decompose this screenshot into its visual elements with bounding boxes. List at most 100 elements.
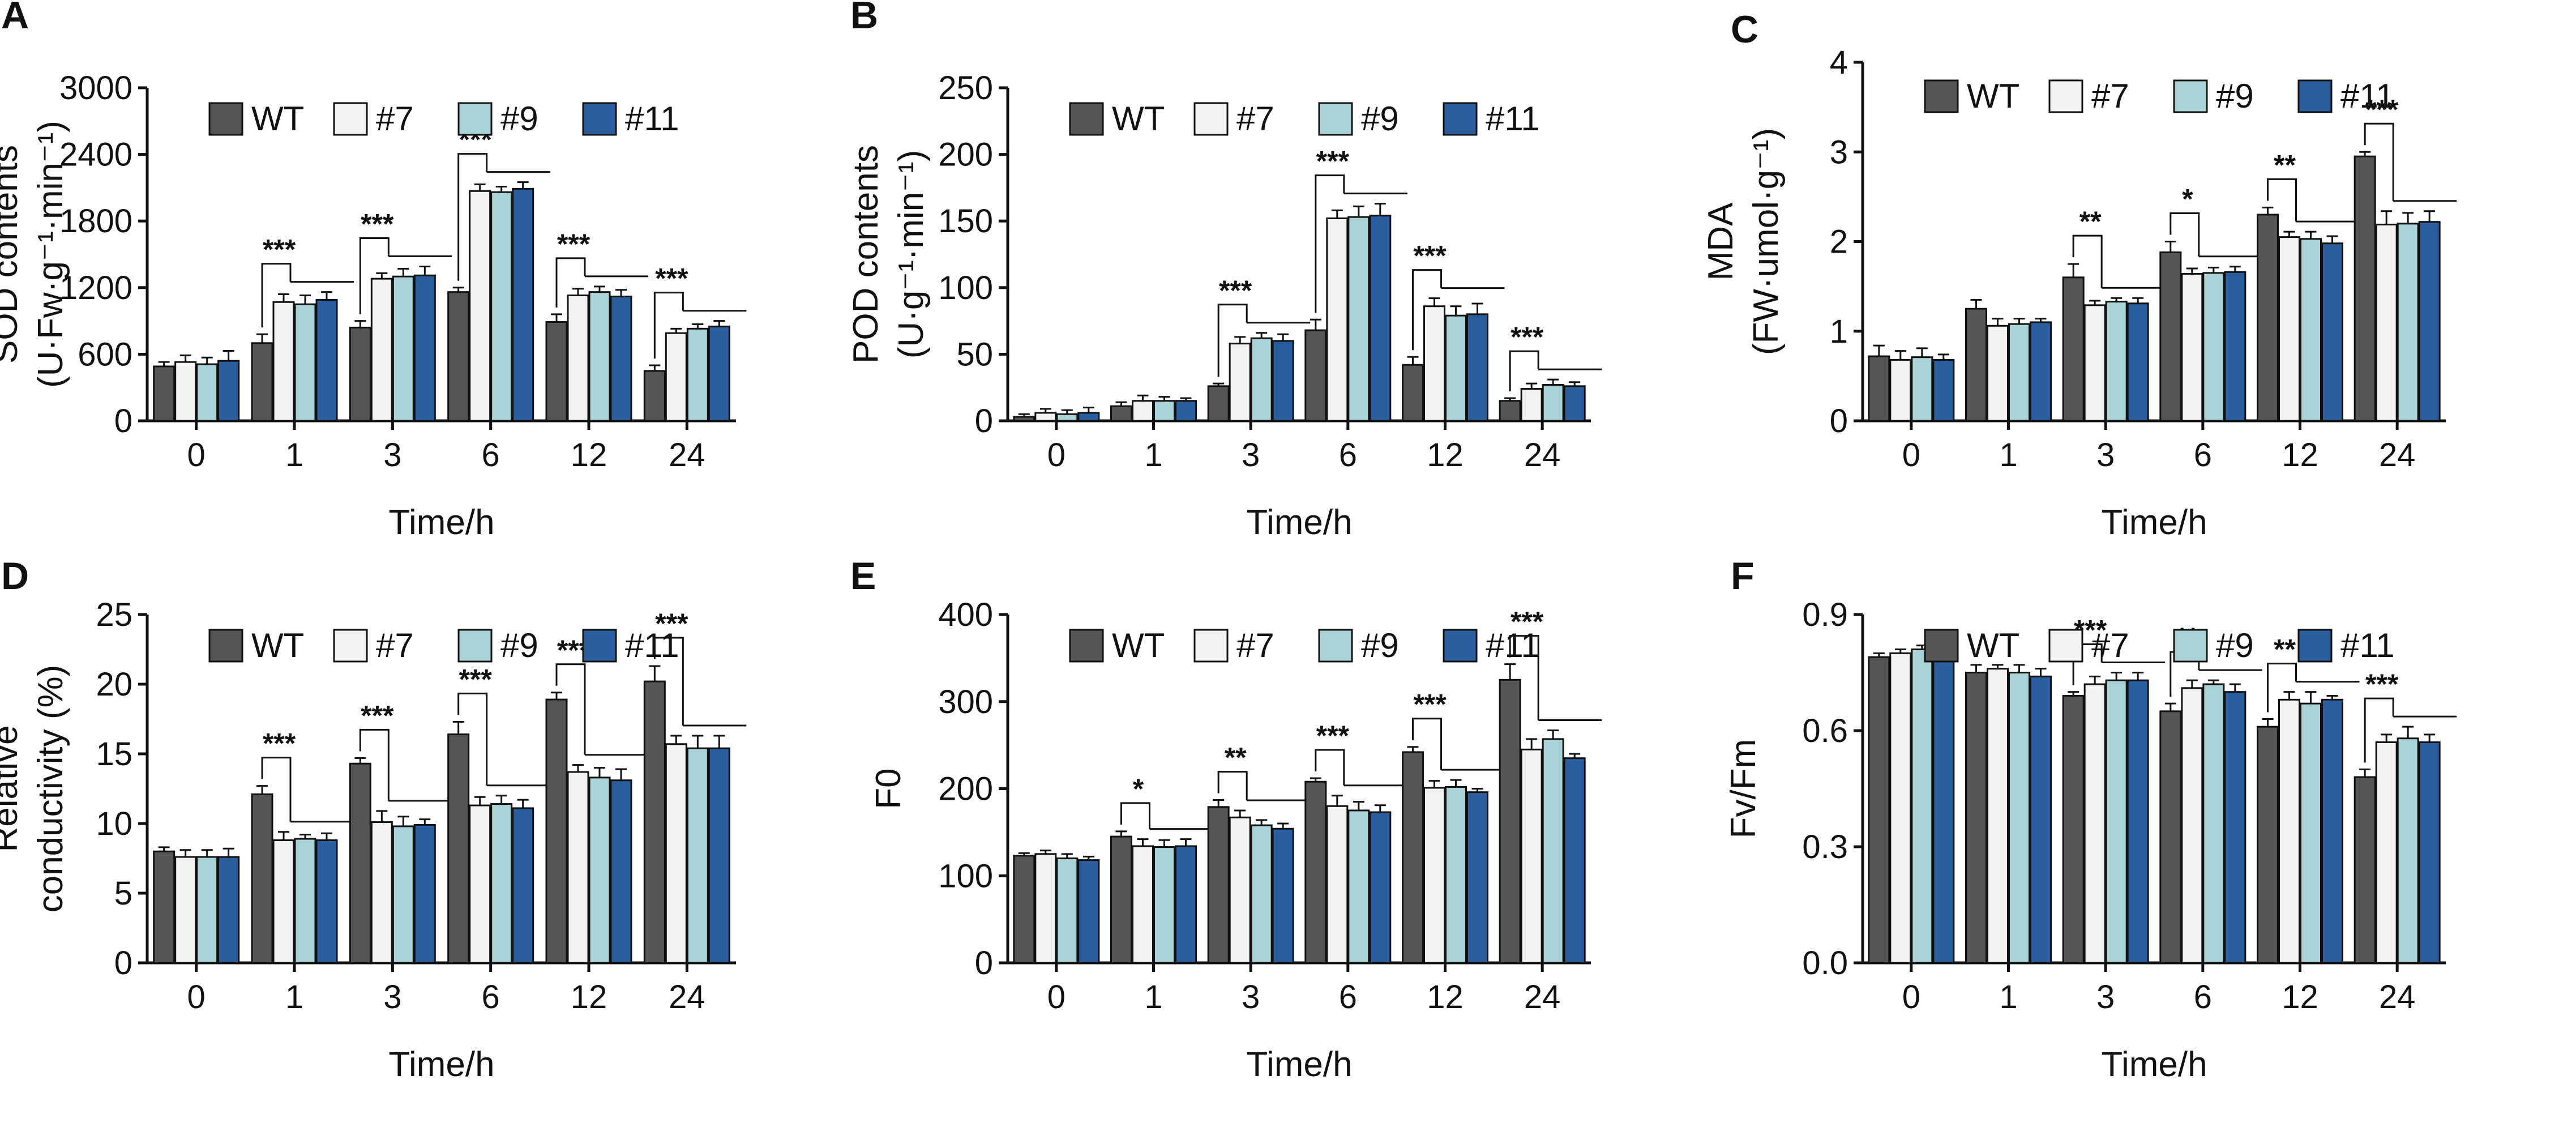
significance-label: **: [2274, 634, 2296, 665]
y-axis-title: (FW·umol·g⁻¹): [1747, 128, 1786, 355]
bar-line11-12h: [1466, 313, 1488, 422]
significance-bracket: [2072, 234, 2103, 288]
x-axis-title: Time/h: [1246, 503, 1352, 542]
bar-WT-3h: [2062, 695, 2085, 964]
y-tick-label: 1800: [59, 203, 132, 240]
bar-line9-12h: [588, 777, 611, 964]
bar-line9-3h: [392, 275, 414, 422]
legend-label: #11: [2340, 626, 2395, 664]
bar-line7-12h: [567, 295, 589, 422]
bar-WT-6h: [2159, 251, 2182, 422]
legend-label: WT: [1967, 77, 2019, 115]
legend-swatch-line9: [457, 102, 493, 136]
y-axis-title: POD contents: [846, 145, 885, 364]
bar-line7-6h: [2181, 272, 2203, 422]
bar-line11-24h: [2418, 221, 2441, 422]
bar-WT-3h: [1207, 806, 1230, 964]
significance-label: ***: [1316, 146, 1350, 177]
bar-line11-3h: [2126, 302, 2149, 422]
bar-line9-1h: [1153, 400, 1175, 422]
bar-line7-3h: [370, 278, 393, 422]
x-tick-label: 1: [285, 437, 303, 473]
panel-letter: E: [850, 554, 876, 598]
bar-line7-24h: [2375, 741, 2398, 964]
significance-label: ***: [361, 208, 394, 240]
legend-label: #7: [2091, 77, 2129, 115]
bar-WT-3h: [349, 762, 371, 964]
bar-line9-12h: [1445, 314, 1467, 422]
legend-swatch-WT: [1924, 629, 1959, 663]
bar-line11-12h: [1466, 791, 1488, 964]
y-tick-label: 150: [938, 203, 993, 240]
bar-line9-3h: [392, 825, 414, 964]
panel-letter: F: [1731, 554, 1755, 598]
x-tick-label: 0: [1047, 979, 1066, 1016]
bar-line11-0h: [1932, 359, 1955, 422]
panel-f: F0.00.30.60.9Fv/Fm013***6**12**24***Time…: [1724, 554, 2457, 1084]
legend-swatch-line9: [1318, 629, 1353, 663]
legend-swatch-line7: [2048, 79, 2083, 113]
bar-line9-12h: [2300, 702, 2322, 964]
x-tick-label: 0: [187, 437, 206, 473]
bar-line7-0h: [1034, 853, 1057, 964]
bar-WT-12h: [545, 698, 568, 964]
significance-bracket: [359, 237, 390, 314]
bar-WT-12h: [1402, 751, 1424, 964]
x-tick-label: 3: [1242, 979, 1260, 1016]
significance-bracket: [1412, 718, 1442, 770]
significance-label: ***: [1316, 720, 1350, 752]
bar-WT-3h: [2062, 276, 2085, 422]
significance-bracket: [2267, 663, 2297, 713]
legend-swatch-line7: [1193, 102, 1229, 136]
x-tick-label: 3: [383, 437, 401, 473]
bar-line7-6h: [1326, 805, 1349, 964]
bar-line11-24h: [708, 325, 730, 422]
y-tick-label: 1: [1830, 313, 1848, 350]
x-tick-label: 6: [2194, 979, 2212, 1016]
x-tick-label: 24: [1524, 979, 1561, 1016]
legend-label: WT: [251, 626, 304, 664]
significance-bracket: [1120, 802, 1150, 829]
bar-line7-3h: [1229, 343, 1251, 422]
significance-bracket: [1412, 269, 1442, 351]
significance-bracket: [1217, 770, 1248, 800]
legend-label: #11: [1486, 626, 1540, 664]
y-tick-label: 100: [938, 270, 993, 306]
bar-line11-1h: [1175, 400, 1197, 422]
bar-line11-12h: [2321, 698, 2343, 964]
bar-line11-12h: [2321, 242, 2343, 422]
bar-line7-3h: [2083, 683, 2106, 964]
bar-line7-1h: [1987, 325, 2009, 422]
significance-bracket: [1509, 635, 1539, 720]
y-tick-label: 400: [938, 596, 993, 633]
significance-bracket: [653, 292, 684, 359]
bar-WT-3h: [349, 326, 371, 422]
legend-swatch-line7: [1193, 629, 1229, 663]
bar-line7-24h: [2375, 223, 2398, 422]
y-tick-label: 3000: [59, 70, 132, 106]
legend-swatch-line7: [333, 102, 368, 136]
bar-WT-12h: [2257, 726, 2279, 964]
bar-line11-3h: [1272, 827, 1294, 964]
bar-line9-12h: [2300, 238, 2322, 422]
legend-swatch-WT: [1069, 629, 1104, 663]
legend-label: WT: [1112, 100, 1165, 138]
x-tick-label: 24: [669, 979, 705, 1016]
y-tick-label: 0.0: [1802, 945, 1848, 982]
legend-label: WT: [251, 100, 304, 138]
bar-line9-0h: [196, 363, 219, 422]
bar-line7-6h: [469, 190, 491, 422]
x-tick-label: 3: [2096, 979, 2115, 1016]
panel-d: D 0 5 10 15 20 25 Relative conductivity (%) 0 1 ***…: [0, 554, 747, 1084]
significance-bracket: [2170, 212, 2200, 257]
y-tick-label: 5: [114, 875, 132, 912]
bar-line9-24h: [2397, 223, 2419, 422]
significance-label: **: [2274, 149, 2296, 181]
bar-line7-1h: [1132, 400, 1154, 422]
legend-swatch-WT: [208, 629, 243, 663]
bar-line11-3h: [413, 274, 436, 422]
x-axis-title: Time/h: [388, 1045, 494, 1084]
x-axis-title: Time/h: [1246, 1045, 1352, 1084]
bar-line9-3h: [2105, 301, 2128, 422]
